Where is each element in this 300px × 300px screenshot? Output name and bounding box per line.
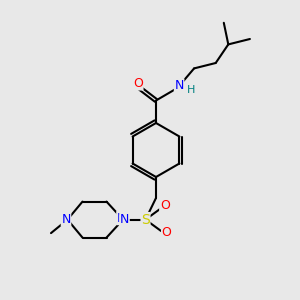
Text: N: N	[117, 212, 126, 225]
Text: N: N	[61, 213, 71, 226]
Text: N: N	[174, 79, 184, 92]
Text: O: O	[133, 77, 143, 90]
Text: H: H	[187, 85, 195, 95]
Text: O: O	[160, 199, 169, 212]
Text: O: O	[162, 226, 171, 239]
Text: N: N	[120, 213, 129, 226]
Text: S: S	[141, 213, 150, 226]
